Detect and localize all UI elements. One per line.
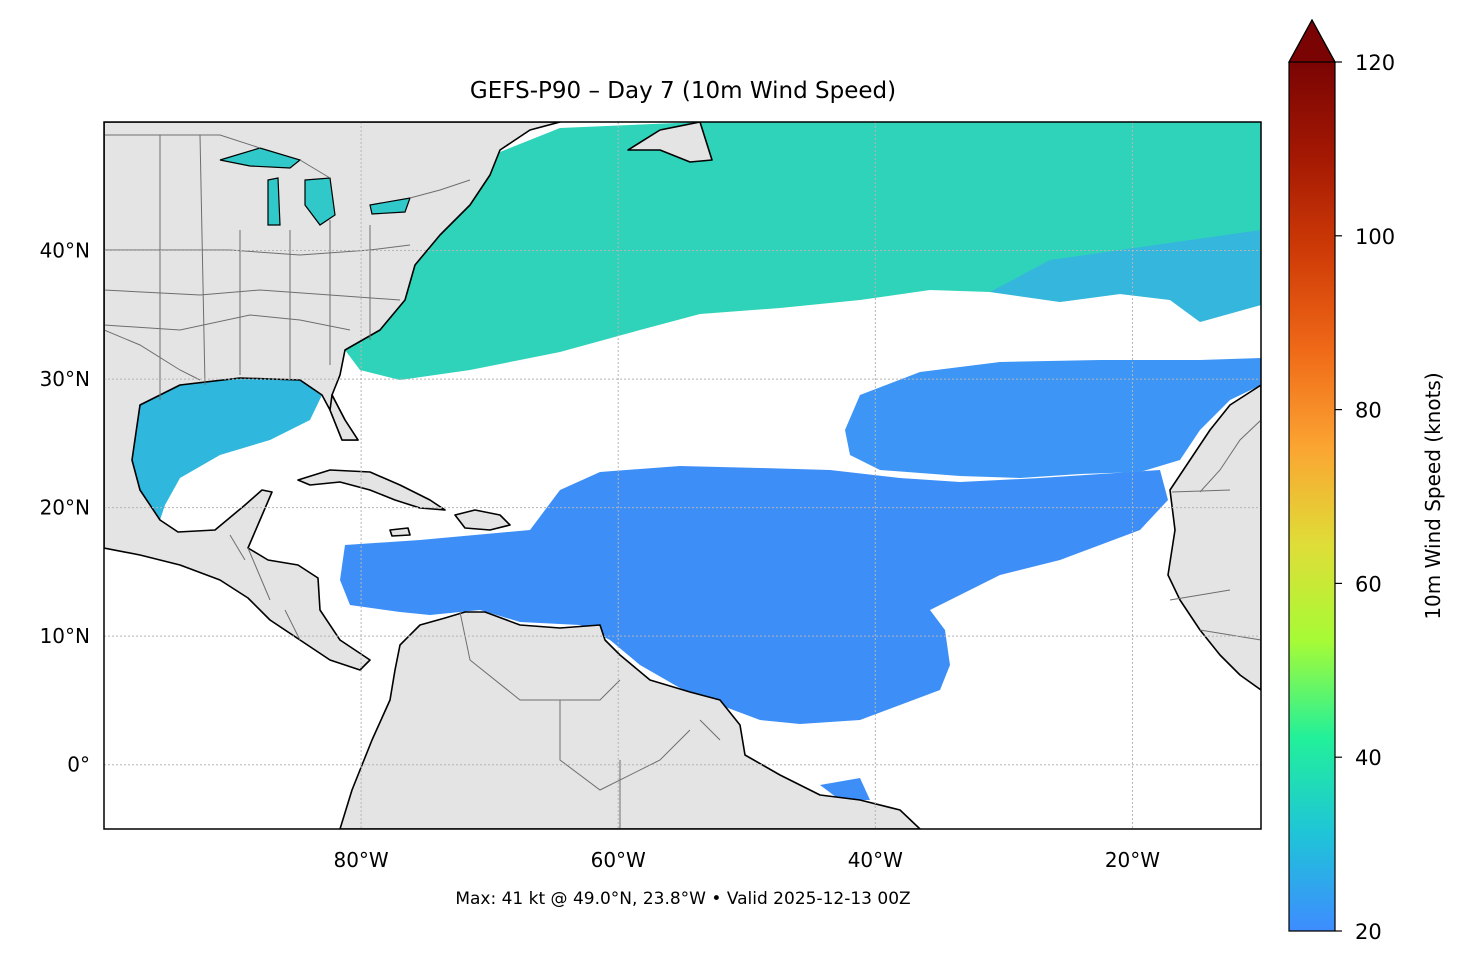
land-africa bbox=[1167, 384, 1261, 691]
land-hispaniola bbox=[454, 509, 511, 531]
colorbar-ticks: 20 40 60 80 100 120 bbox=[1335, 51, 1395, 944]
wind-band-caribbean-atlantic bbox=[340, 466, 1168, 724]
wind-field bbox=[132, 122, 1261, 800]
colorbar-tick-label: 120 bbox=[1355, 51, 1395, 75]
lake-huron-erie bbox=[304, 177, 336, 226]
colorbar-extend-arrow bbox=[1287, 18, 1337, 63]
colorbar-outline bbox=[1288, 18, 1336, 932]
land-florida bbox=[329, 394, 359, 441]
border-south-america bbox=[459, 611, 721, 829]
lat-tick-label: 0° bbox=[67, 753, 90, 777]
border-us-states-row3 bbox=[104, 314, 351, 331]
colorbar-gradient bbox=[1289, 62, 1335, 931]
colorbar-tick-label: 80 bbox=[1355, 399, 1382, 423]
lon-tick-label: 80°W bbox=[333, 848, 388, 872]
land-south-america bbox=[339, 611, 921, 829]
longitude-axis: 80°W 60°W 40°W 20°W bbox=[333, 848, 1160, 872]
lat-tick-label: 30°N bbox=[40, 367, 90, 391]
lon-tick-label: 40°W bbox=[848, 848, 903, 872]
latitude-axis: 40°N 30°N 20°N 10°N 0° bbox=[40, 239, 90, 777]
wind-band-subtropical-east bbox=[845, 358, 1261, 478]
gridlines bbox=[104, 122, 1261, 829]
colorbar: 20 40 60 80 100 120 10m Wind Speed (knots) bbox=[1287, 18, 1445, 944]
wind-band-north-atlantic bbox=[345, 122, 1261, 380]
lat-tick-label: 10°N bbox=[40, 624, 90, 648]
borders bbox=[104, 134, 1261, 829]
border-us-states-row1 bbox=[104, 244, 411, 256]
wind-band-gulf bbox=[132, 378, 322, 520]
border-us-canada bbox=[104, 134, 471, 199]
lake-superior bbox=[219, 147, 302, 169]
border-central-america bbox=[229, 534, 301, 641]
lat-tick-label: 40°N bbox=[40, 239, 90, 263]
colorbar-label: 10m Wind Speed (knots) bbox=[1421, 372, 1445, 619]
colorbar-tick-label: 100 bbox=[1355, 225, 1395, 249]
land-jamaica bbox=[389, 527, 411, 537]
lake-ontario bbox=[369, 197, 411, 215]
border-africa bbox=[1169, 419, 1261, 641]
border-us-states-row2 bbox=[104, 289, 401, 301]
land bbox=[104, 122, 1261, 829]
map-frame bbox=[103, 121, 1262, 830]
footer-annotation: Max: 41 kt @ 49.0°N, 23.8°W • Valid 2025… bbox=[455, 889, 910, 909]
land-newfoundland bbox=[627, 122, 713, 163]
border-us-states-cols bbox=[159, 134, 371, 400]
colorbar-tick-label: 60 bbox=[1355, 572, 1382, 596]
chart-title: GEFS-P90 – Day 7 (10m Wind Speed) bbox=[470, 78, 896, 104]
lon-tick-label: 60°W bbox=[591, 848, 646, 872]
colorbar-tick-label: 20 bbox=[1355, 920, 1382, 944]
map-panel bbox=[104, 122, 1261, 829]
land-cuba bbox=[297, 469, 446, 511]
colorbar-tick-label: 40 bbox=[1355, 746, 1382, 770]
lake-michigan bbox=[267, 177, 281, 226]
lon-tick-label: 20°W bbox=[1105, 848, 1160, 872]
great-lakes bbox=[219, 147, 411, 226]
wind-band-equatorial bbox=[820, 778, 870, 800]
lat-tick-label: 20°N bbox=[40, 496, 90, 520]
border-us-mexico bbox=[104, 329, 201, 381]
wind-band-north-blue bbox=[990, 230, 1261, 322]
